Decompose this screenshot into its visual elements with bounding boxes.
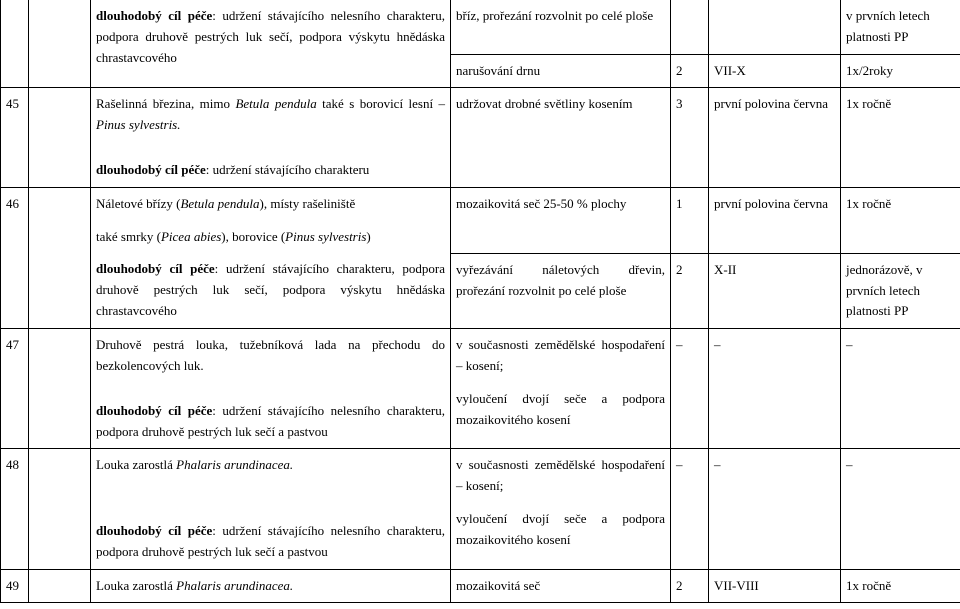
cell-action: vyloučení dvojí seče a podpora mozaikovi…	[451, 383, 671, 449]
table-row: 47 Druhově pestrá louka, tužebníková lad…	[1, 329, 960, 383]
cell-num: –	[671, 329, 709, 449]
cell-action: mozaikovitá seč	[451, 569, 671, 603]
cell-desc: Rašelinná březina, mimo Betula pendula t…	[91, 88, 451, 142]
cell-period: první polovina června	[709, 88, 841, 187]
cell-action: udržovat drobné světliny kosením	[451, 88, 671, 187]
cell-freq: 1x/2roky	[841, 54, 960, 88]
cell-desc: dlouhodobý cíl péče: udržení stávajícího…	[91, 142, 451, 187]
table-row: 48 Louka zarostlá Phalaris arundinacea. …	[1, 449, 960, 503]
cell-desc: Náletové břízy (Betula pendula), místy r…	[91, 187, 451, 220]
cell-freq: 1x ročně	[841, 88, 960, 187]
cell-period: –	[709, 329, 841, 449]
cell-period	[709, 0, 841, 54]
cell-action: bříz, prořezání rozvolnit po celé ploše	[451, 0, 671, 54]
cell-action: narušování drnu	[451, 54, 671, 88]
cell-desc: dlouhodobý cíl péče: udržení stávajícího…	[91, 0, 451, 88]
cell-desc: Druhově pestrá louka, tužebníková lada n…	[91, 329, 451, 383]
cell-num	[671, 0, 709, 54]
cell-id: 45	[1, 88, 29, 187]
cell-id	[1, 0, 29, 54]
cell-desc: dlouhodobý cíl péče: udržení stávajícího…	[91, 253, 451, 328]
cell-desc: dlouhodobý cíl péče: udržení stávajícího…	[91, 383, 451, 449]
management-plan-table: dlouhodobý cíl péče: udržení stávajícího…	[0, 0, 960, 603]
cell-freq: 1x ročně	[841, 187, 960, 253]
cell-period: VII-VIII	[709, 569, 841, 603]
cell-freq: –	[841, 449, 960, 569]
table-row: dlouhodobý cíl péče: udržení stávajícího…	[1, 0, 960, 54]
table-row: 49 Louka zarostlá Phalaris arundinacea. …	[1, 569, 960, 603]
cell-num: –	[671, 449, 709, 569]
cell-id: 46	[1, 187, 29, 328]
cell-action: mozaikovitá seč 25-50 % plochy	[451, 187, 671, 253]
cell-blank	[29, 569, 91, 603]
cell-freq: 1x ročně	[841, 569, 960, 603]
cell-blank	[29, 54, 91, 88]
cell-action: v současnosti zemědělské hospodaření – k…	[451, 449, 671, 503]
cell-num: 2	[671, 569, 709, 603]
cell-desc: Louka zarostlá Phalaris arundinacea.	[91, 449, 451, 503]
cell-action: vyloučení dvojí seče a podpora mozaikovi…	[451, 503, 671, 569]
cell-period: –	[709, 449, 841, 569]
cell-desc: dlouhodobý cíl péče: udržení stávajícího…	[91, 503, 451, 569]
cell-num: 2	[671, 54, 709, 88]
cell-action: v současnosti zemědělské hospodaření – k…	[451, 329, 671, 383]
cell-blank	[29, 187, 91, 328]
cell-period: první polovina června	[709, 187, 841, 253]
table-row: 46 Náletové břízy (Betula pendula), míst…	[1, 187, 960, 220]
table-row: 45 Rašelinná březina, mimo Betula pendul…	[1, 88, 960, 142]
cell-period: X-II	[709, 253, 841, 328]
cell-id	[1, 54, 29, 88]
cell-desc: také smrky (Picea abies), borovice (Pinu…	[91, 221, 451, 254]
cell-num: 2	[671, 253, 709, 328]
cell-desc: Louka zarostlá Phalaris arundinacea.	[91, 569, 451, 603]
cell-num: 1	[671, 187, 709, 253]
cell-id: 49	[1, 569, 29, 603]
cell-id: 47	[1, 329, 29, 449]
cell-id: 48	[1, 449, 29, 569]
cell-blank	[29, 329, 91, 449]
cell-num: 3	[671, 88, 709, 187]
cell-blank	[29, 449, 91, 569]
table-row: dlouhodobý cíl péče: udržení stávajícího…	[1, 253, 960, 328]
cell-freq: jednorázově, v prvních letech platnosti …	[841, 253, 960, 328]
cell-blank	[29, 0, 91, 54]
cell-action: vyřezávání náletových dřevin, prořezání …	[451, 253, 671, 328]
cell-freq: v prvních letech platnosti PP	[841, 0, 960, 54]
cell-freq: –	[841, 329, 960, 449]
cell-blank	[29, 88, 91, 187]
cell-period: VII-X	[709, 54, 841, 88]
